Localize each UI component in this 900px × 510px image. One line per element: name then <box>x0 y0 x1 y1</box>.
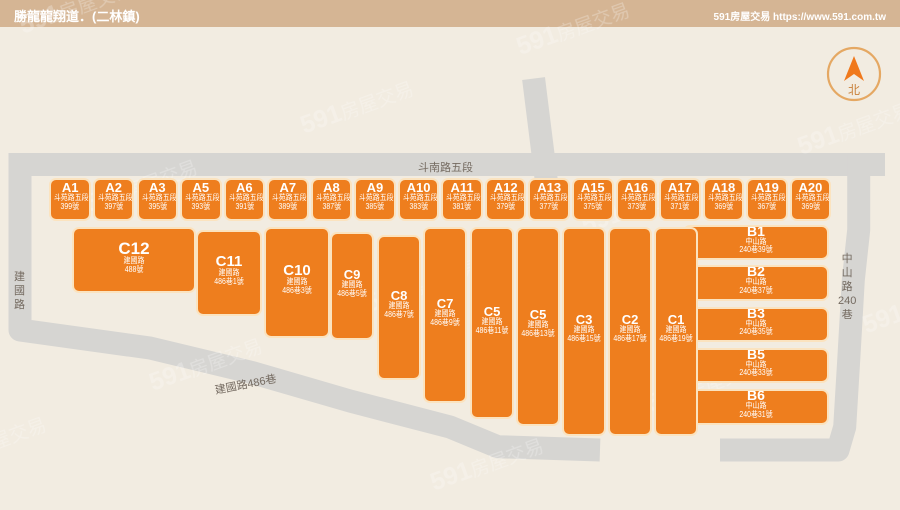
svg-text:北: 北 <box>848 83 860 97</box>
